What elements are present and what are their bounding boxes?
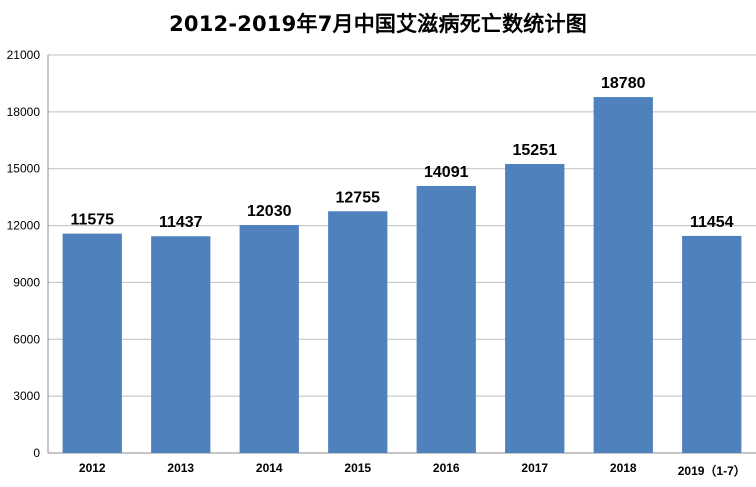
bar-2019（1-7） [682,235,742,453]
bar-2018 [593,97,653,454]
data-label: 12755 [336,189,381,206]
x-tick-label: 2015 [344,461,371,475]
data-label: 11437 [159,214,203,231]
y-tick-label: 12000 [7,219,41,233]
bar-2014 [239,225,299,453]
y-tick-label: 3000 [13,389,40,403]
x-tick-label: 2013 [167,461,194,475]
y-tick-label: 9000 [13,275,40,289]
x-tick-label: 2016 [433,461,460,475]
x-tick-label: 2018 [610,461,637,475]
data-label: 14091 [424,164,469,181]
data-label: 11575 [70,212,114,229]
x-tick-label: 2019（1-7） [678,463,746,478]
x-tick-label: 2014 [256,461,283,475]
y-tick-label: 0 [33,446,40,460]
chart-title: 2012-2019年7月中国艾滋病死亡数统计图 [169,12,587,36]
y-tick-label: 21000 [7,48,41,62]
data-label: 18780 [601,75,646,92]
bars [62,97,742,454]
bar-2015 [328,211,388,453]
bar-2016 [416,185,476,453]
bar-2013 [151,236,211,453]
bar-2012 [62,233,122,453]
y-tick-label: 15000 [7,162,41,176]
data-label: 15251 [513,142,558,159]
labels: 0 3000 6000 9000 12000 15000 18000 21000 11575 20… [7,48,746,478]
bar-2017 [505,163,565,453]
data-label: 11454 [690,214,734,231]
x-tick-label: 2017 [521,461,548,475]
y-tick-label: 6000 [13,332,40,346]
data-label: 12030 [247,203,292,220]
y-tick-label: 18000 [7,105,41,119]
x-tick-label: 2012 [79,461,106,475]
